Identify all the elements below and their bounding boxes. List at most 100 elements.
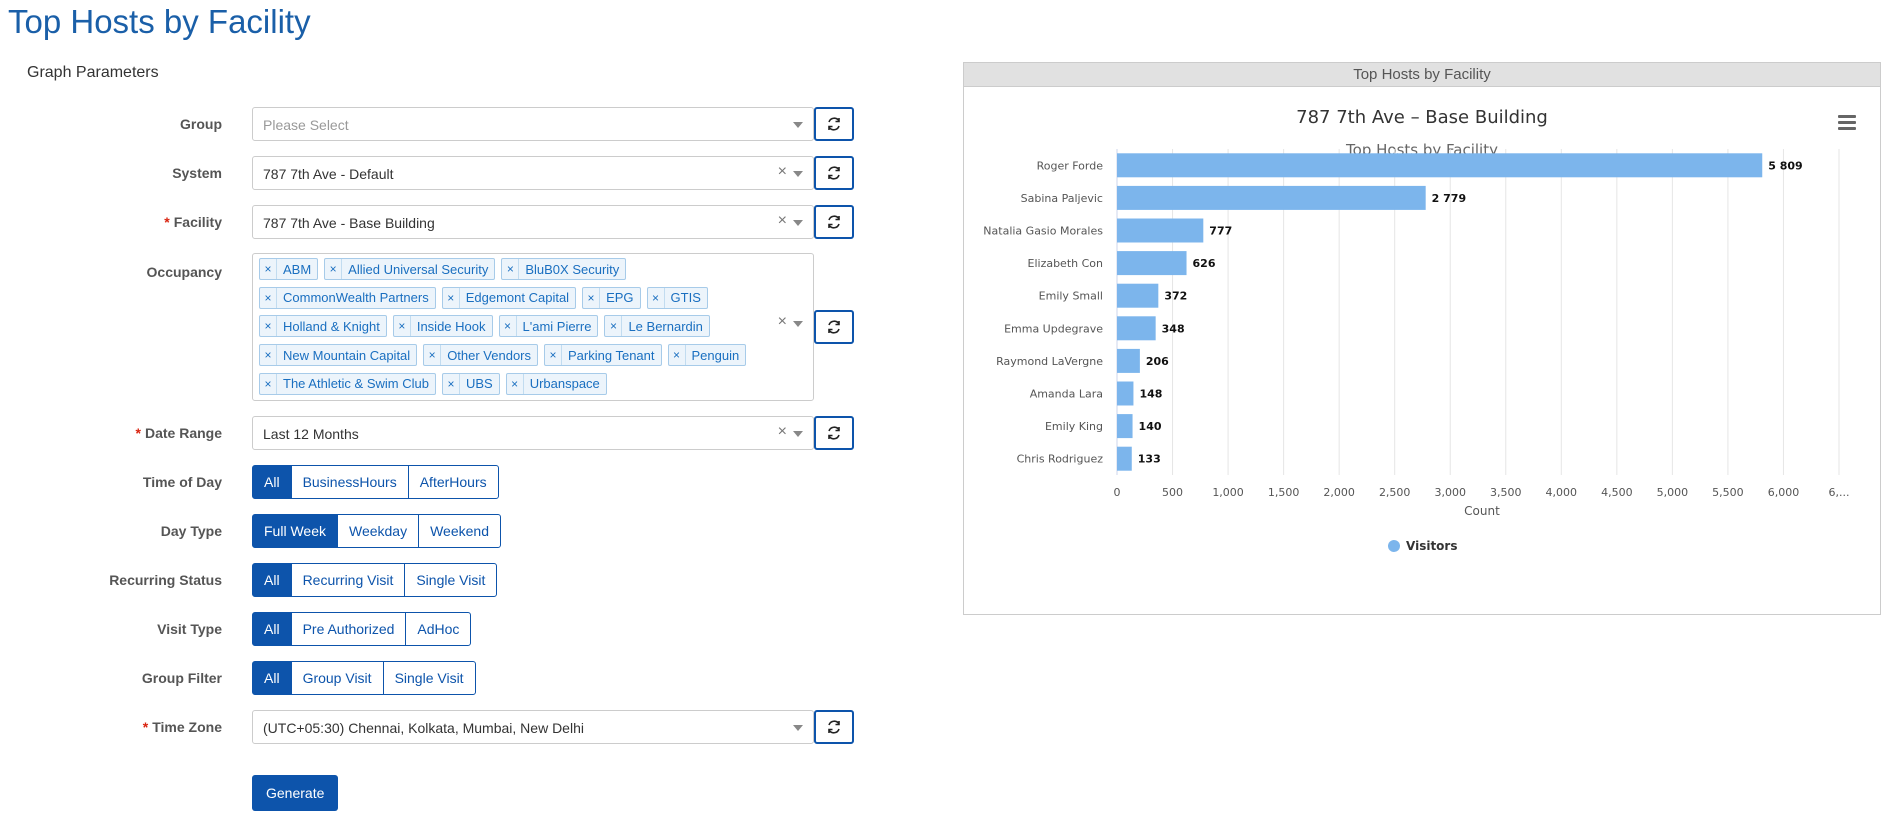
time-of-day-option-afterhours[interactable]: AfterHours bbox=[407, 465, 499, 499]
remove-tag-icon[interactable]: × bbox=[424, 345, 442, 366]
hamburger-menu-icon[interactable] bbox=[1838, 115, 1856, 133]
day-type-option-full-week[interactable]: Full Week bbox=[252, 514, 338, 548]
occupancy-tag-label: BluB0X Security bbox=[525, 261, 620, 277]
visit-type-option-all[interactable]: All bbox=[252, 612, 292, 646]
category-label: Natalia Gasio Morales bbox=[983, 225, 1103, 238]
occupancy-tag: × Penguin bbox=[667, 344, 747, 367]
bar[interactable] bbox=[1117, 446, 1132, 471]
remove-tag-icon[interactable]: × bbox=[394, 316, 411, 337]
group-select[interactable]: Please Select bbox=[252, 107, 814, 141]
x-tick-label: 6,000 bbox=[1768, 486, 1800, 499]
x-axis-title: Count bbox=[1464, 504, 1500, 518]
visit-type-option-adhoc[interactable]: AdHoc bbox=[405, 612, 472, 646]
time-zone-refresh-button[interactable] bbox=[814, 710, 854, 744]
remove-tag-icon[interactable]: × bbox=[443, 373, 460, 394]
remove-tag-icon[interactable]: × bbox=[260, 373, 277, 394]
bar[interactable] bbox=[1117, 251, 1187, 276]
clear-icon[interactable]: × bbox=[777, 313, 787, 330]
bar[interactable] bbox=[1117, 316, 1156, 341]
remove-tag-icon[interactable]: × bbox=[583, 287, 601, 308]
occupancy-tag-label: The Athletic & Swim Club bbox=[283, 376, 429, 392]
remove-tag-icon[interactable]: × bbox=[605, 316, 623, 337]
group-filter-option-group-visit[interactable]: Group Visit bbox=[290, 661, 384, 695]
occupancy-tags: × ABM × Allied Universal Security × BluB0X Se… bbox=[259, 255, 779, 398]
refresh-icon bbox=[828, 166, 840, 180]
occupancy-tag-label: Edgemont Capital bbox=[465, 290, 570, 306]
recurring-status-option-single-visit[interactable]: Single Visit bbox=[404, 563, 498, 597]
time-zone-select[interactable]: (UTC+05:30) Chennai, Kolkata, Mumbai, Ne… bbox=[252, 710, 814, 744]
section-title: Graph Parameters bbox=[27, 64, 159, 81]
refresh-icon bbox=[828, 720, 840, 734]
remove-tag-icon[interactable]: × bbox=[260, 287, 277, 308]
system-refresh-button[interactable] bbox=[814, 156, 854, 190]
day-type-option-weekend[interactable]: Weekend bbox=[418, 514, 501, 548]
bar[interactable] bbox=[1117, 218, 1204, 243]
recurring-status-option-recurring-visit[interactable]: Recurring Visit bbox=[290, 563, 406, 597]
occupancy-tag: × CommonWealth Partners bbox=[259, 286, 436, 309]
group-filter-option-all[interactable]: All bbox=[252, 661, 292, 695]
occupancy-tag: × GTIS bbox=[646, 286, 708, 309]
occupancy-tag-label: Penguin bbox=[691, 347, 740, 363]
required-marker: * bbox=[135, 425, 141, 441]
chevron-down-icon bbox=[793, 431, 803, 437]
x-tick-label: 500 bbox=[1162, 486, 1183, 499]
legend-item[interactable]: Visitors bbox=[1406, 539, 1458, 553]
facility-refresh-button[interactable] bbox=[814, 205, 854, 239]
group-refresh-button[interactable] bbox=[814, 107, 854, 141]
clear-icon[interactable]: × bbox=[777, 163, 787, 180]
group-placeholder: Please Select bbox=[263, 117, 349, 133]
remove-tag-icon[interactable]: × bbox=[260, 345, 277, 366]
bar[interactable] bbox=[1117, 414, 1133, 439]
facility-value: 787 7th Ave - Base Building bbox=[263, 215, 435, 231]
occupancy-tag: × L'ami Pierre bbox=[498, 315, 599, 338]
remove-tag-icon[interactable]: × bbox=[443, 287, 460, 308]
remove-tag-icon[interactable]: × bbox=[669, 345, 686, 366]
x-tick-label: 3,500 bbox=[1490, 486, 1522, 499]
category-label: Raymond LaVergne bbox=[996, 355, 1103, 368]
clear-icon[interactable]: × bbox=[777, 423, 787, 440]
required-marker: * bbox=[164, 214, 170, 230]
occupancy-tag: × Parking Tenant bbox=[544, 344, 662, 367]
data-label: 2 779 bbox=[1432, 192, 1466, 205]
bar[interactable] bbox=[1117, 283, 1159, 308]
time-of-day-option-businesshours[interactable]: BusinessHours bbox=[290, 465, 409, 499]
date-range-refresh-button[interactable] bbox=[814, 416, 854, 450]
remove-tag-icon[interactable]: × bbox=[502, 259, 520, 280]
category-label: Emma Updegrave bbox=[1004, 322, 1103, 335]
remove-tag-icon[interactable]: × bbox=[545, 345, 563, 366]
date-range-select[interactable]: Last 12 Months × bbox=[252, 416, 814, 450]
bar[interactable] bbox=[1117, 153, 1763, 178]
bar[interactable] bbox=[1117, 185, 1426, 210]
occupancy-tag-label: Urbanspace bbox=[529, 376, 600, 392]
system-label: System bbox=[172, 165, 222, 181]
system-select[interactable]: 787 7th Ave - Default × bbox=[252, 156, 814, 190]
visit-type-option-pre-authorized[interactable]: Pre Authorized bbox=[290, 612, 407, 646]
remove-tag-icon[interactable]: × bbox=[260, 259, 277, 280]
time-of-day-option-all[interactable]: All bbox=[252, 465, 292, 499]
occupancy-tag-label: Other Vendors bbox=[447, 347, 532, 363]
day-type-option-weekday[interactable]: Weekday bbox=[336, 514, 420, 548]
bar[interactable] bbox=[1117, 348, 1140, 373]
recurring-status-toggle: All Recurring Visit Single Visit bbox=[252, 563, 498, 597]
remove-tag-icon[interactable]: × bbox=[500, 316, 517, 337]
x-tick-label: 3,000 bbox=[1434, 486, 1466, 499]
occupancy-multiselect[interactable]: × ABM × Allied Universal Security × BluB0X Se… bbox=[252, 253, 814, 401]
data-label: 348 bbox=[1162, 322, 1185, 335]
remove-tag-icon[interactable]: × bbox=[260, 316, 277, 337]
chevron-down-icon bbox=[793, 122, 803, 128]
bar[interactable] bbox=[1117, 381, 1134, 406]
facility-select[interactable]: 787 7th Ave - Base Building × bbox=[252, 205, 814, 239]
time-zone-label: * Time Zone bbox=[142, 719, 222, 735]
generate-button[interactable]: Generate bbox=[252, 775, 339, 811]
remove-tag-icon[interactable]: × bbox=[325, 259, 343, 280]
recurring-status-option-all[interactable]: All bbox=[252, 563, 292, 597]
remove-tag-icon[interactable]: × bbox=[507, 373, 524, 394]
occupancy-tag: × UBS bbox=[441, 372, 500, 395]
group-filter-option-single-visit[interactable]: Single Visit bbox=[382, 661, 476, 695]
recurring-status-label: Recurring Status bbox=[109, 572, 222, 588]
occupancy-refresh-button[interactable] bbox=[814, 310, 854, 344]
occupancy-tag-label: CommonWealth Partners bbox=[283, 290, 429, 306]
x-tick-label: 6,... bbox=[1829, 486, 1850, 499]
clear-icon[interactable]: × bbox=[777, 212, 787, 229]
remove-tag-icon[interactable]: × bbox=[648, 287, 665, 308]
